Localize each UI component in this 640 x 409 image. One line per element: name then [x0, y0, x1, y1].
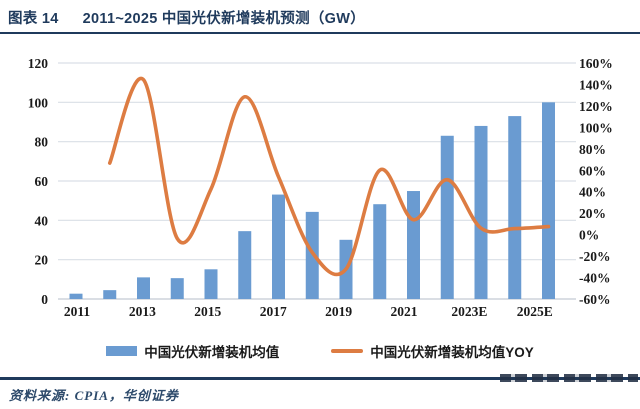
yoy-line: [107, 76, 551, 277]
combo-chart: 0 20 40 60 80 100 120 160% 140% 120% 100% 80% 60% 40%…: [28, 56, 613, 319]
x-axis-tick: 2025E: [517, 304, 553, 319]
bar-series: [69, 102, 555, 299]
left-axis-tick: 120: [28, 56, 49, 71]
bar-2021: [407, 191, 420, 299]
bar-2011: [69, 293, 83, 299]
x-axis-tick: 2015: [194, 304, 221, 319]
x-axis-tick: 2019: [325, 304, 352, 319]
right-axis-tick: 100%: [579, 120, 613, 135]
x-axis-tick: 2017: [260, 304, 287, 319]
left-axis-tick: 60: [35, 174, 49, 189]
figure-number-label: 图表 14: [8, 11, 59, 27]
bar-2017: [272, 194, 285, 299]
left-axis-tick-labels: 0 20 40 60 80 100 120: [28, 56, 49, 307]
x-axis-tick-labels: 2011 2013 2015 2017 2019 2021 2023E 2025E: [64, 304, 553, 319]
figure-title: 2011~2025 中国光伏新增装机预测（GW）: [82, 11, 366, 27]
right-axis-tick: -40%: [579, 271, 611, 286]
left-axis-tick: 20: [35, 253, 49, 268]
bar-2016: [238, 231, 252, 299]
right-axis-tick: 20%: [579, 206, 606, 221]
bar-2015: [204, 269, 218, 299]
legend-item-line: 中国光伏新增装机均值YOY: [331, 341, 534, 361]
bar-2012: [103, 290, 117, 299]
right-axis-tick: 40%: [579, 185, 606, 200]
legend-item-bars: 中国光伏新增装机均值: [106, 341, 279, 361]
right-axis-tick: 80%: [579, 142, 606, 157]
figure-caption: 图表 14 2011~2025 中国光伏新增装机预测（GW）: [8, 7, 632, 28]
right-axis-tick: 120%: [579, 99, 613, 114]
data-source-note: 资料来源: CPIA，华创证券: [9, 388, 179, 403]
right-axis-tick: 140%: [579, 77, 613, 92]
x-axis-tick: 2023E: [451, 304, 487, 319]
bar-2022: [440, 135, 454, 299]
line-series-swatch: [331, 349, 364, 353]
left-axis-tick: 100: [28, 95, 49, 110]
bar-series-swatch: [106, 346, 138, 356]
right-axis-tick: 160%: [579, 56, 613, 71]
bar-2013: [137, 277, 150, 299]
bar-series-label: 中国光伏新增装机均值: [144, 345, 280, 360]
right-axis-tick: -20%: [579, 249, 611, 264]
bar-2020: [373, 204, 387, 299]
right-axis-tick: 0%: [579, 228, 599, 243]
x-axis-tick: 2013: [129, 304, 156, 319]
bar-2024E: [508, 116, 522, 299]
x-axis-tick: 2011: [64, 304, 91, 319]
clipped-watermark: [500, 374, 638, 382]
left-axis-tick: 40: [35, 213, 49, 228]
line-series-label: 中国光伏新增装机均值YOY: [370, 345, 534, 360]
bar-2014: [170, 278, 184, 299]
footer-divider-rule: [0, 377, 640, 380]
bar-2023E: [474, 125, 488, 299]
caption-divider-rule: [0, 32, 640, 35]
right-axis-tick-labels: 160% 140% 120% 100% 80% 60% 40% 20% 0% -20% -40% -6…: [579, 56, 613, 307]
left-axis-tick: 80: [35, 135, 49, 150]
right-axis-tick: -60%: [579, 292, 611, 307]
right-axis-tick: 60%: [579, 163, 606, 178]
x-axis-tick: 2021: [391, 304, 418, 319]
left-axis-tick: 0: [41, 292, 48, 307]
bar-2025E: [542, 102, 555, 299]
chart-legend: 中国光伏新增装机均值 中国光伏新增装机均值YOY: [0, 341, 640, 361]
